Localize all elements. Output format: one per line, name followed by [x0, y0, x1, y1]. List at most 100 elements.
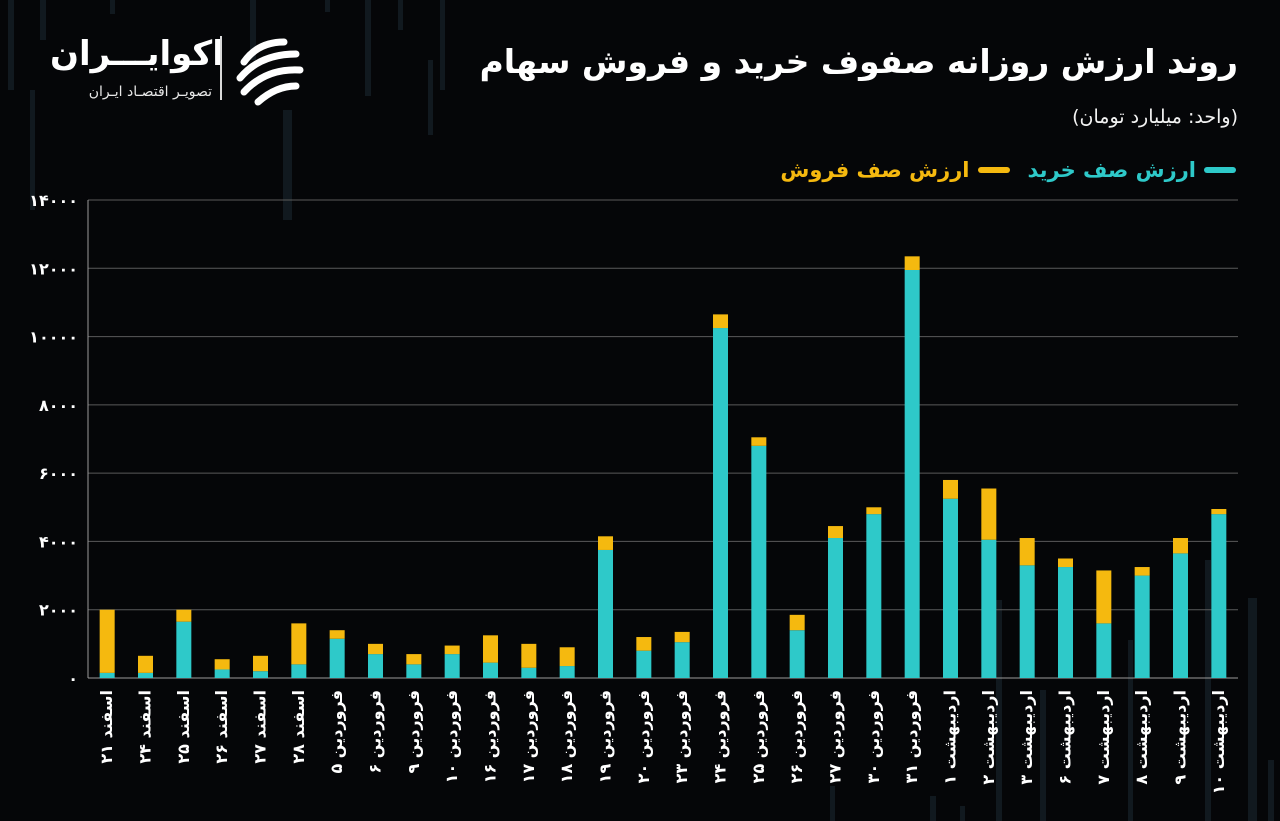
- x-tick-label: ۱۰ فروردین: [442, 690, 461, 783]
- y-tick-label: ۲۰۰۰: [39, 601, 78, 620]
- y-tick-label: ۸۰۰۰: [39, 396, 78, 415]
- bar-sell: [1058, 558, 1073, 568]
- bar-buy: [1173, 553, 1188, 678]
- x-tick-label: ۵ فروردین: [327, 690, 346, 774]
- x-tick-label: ۹ اردیبهشت: [1171, 690, 1190, 785]
- bar-sell: [368, 643, 383, 655]
- bar-sell: [253, 655, 268, 672]
- bar-buy: [559, 666, 575, 678]
- x-tick-label: ۱۹ فروردین: [596, 690, 615, 783]
- brand-name: اکوایـــران: [50, 34, 224, 74]
- y-tick-label: ۴۰۰۰: [39, 532, 78, 551]
- x-tick-label: ۶ اردیبهشت: [1056, 690, 1075, 785]
- bar-buy: [866, 514, 882, 678]
- bar-buy: [828, 538, 843, 678]
- bar-sell: [176, 609, 192, 622]
- x-tick-label: ۲۵ فروردین: [749, 690, 768, 783]
- bar-buy: [368, 654, 383, 678]
- bar-sell: [138, 655, 153, 673]
- bar-buy: [1058, 567, 1073, 678]
- legend-label-buy: ارزش صف خرید: [1027, 158, 1197, 182]
- x-tick-label: ۷ اردیبهشت: [1094, 690, 1113, 785]
- bar-buy: [674, 642, 690, 678]
- bar-buy: [1134, 575, 1150, 678]
- bar-buy: [483, 662, 498, 678]
- bar-buy: [904, 269, 920, 678]
- x-tick-label: ۲۴ اسفند: [136, 690, 155, 764]
- bar-sell: [1134, 567, 1150, 576]
- bar-sell: [483, 635, 498, 663]
- x-tick-label: ۹ فروردین: [404, 690, 423, 774]
- x-tick-label: ۸ اردیبهشت: [1132, 690, 1151, 785]
- bar-buy: [176, 621, 192, 678]
- x-tick-label: ۲۶ فروردین: [787, 690, 806, 783]
- bar-sell: [636, 637, 652, 651]
- brand-logo-icon: [236, 38, 304, 106]
- bar-buy: [1096, 623, 1112, 678]
- bar-buy: [521, 667, 537, 678]
- bar-buy: [713, 328, 728, 678]
- bar-buy: [406, 664, 422, 678]
- bar-sell: [713, 314, 728, 329]
- bar-sell: [943, 479, 958, 499]
- x-tick-label: ۲۰ فروردین: [634, 690, 653, 783]
- x-tick-label: ۲۷ فروردین: [826, 690, 845, 783]
- bar-buy: [598, 549, 613, 678]
- bar-sell: [559, 647, 575, 667]
- legend-item-sell: ارزش صف فروش: [780, 158, 1010, 182]
- y-tick-label: ۰: [68, 669, 78, 688]
- bar-buy: [1019, 565, 1035, 678]
- bar-buy: [636, 650, 652, 678]
- x-tick-label: ۳ اردیبهشت: [1017, 690, 1036, 785]
- bar-sell: [789, 614, 805, 631]
- bar-buy: [444, 654, 460, 678]
- bar-sell: [598, 536, 613, 550]
- bar-sell: [329, 630, 345, 639]
- x-tick-label: ۲۱ اسفند: [97, 690, 116, 764]
- x-tick-label: ۱۸ فروردین: [557, 690, 576, 783]
- x-tick-label: ۲۵ اسفند: [174, 690, 193, 764]
- legend-label-sell: ارزش صف فروش: [780, 158, 970, 182]
- bar-buy: [981, 539, 997, 678]
- bar-sell: [866, 507, 882, 515]
- y-tick-label: ۱۴۰۰۰: [29, 191, 78, 210]
- y-tick-label: ۶۰۰۰: [39, 464, 78, 483]
- x-tick-label: ۲۷ اسفند: [251, 690, 270, 764]
- bar-sell: [1019, 538, 1035, 566]
- chart-unit: (واحد: میلیارد تومان): [1072, 106, 1238, 128]
- bar-buy: [291, 664, 307, 678]
- bar-sell: [674, 631, 690, 643]
- bar-buy: [789, 630, 805, 678]
- bar-sell: [828, 526, 843, 539]
- bar-sell: [406, 654, 422, 665]
- bar-sell: [291, 623, 307, 665]
- x-tick-label: ۳۱ فروردین: [902, 690, 921, 783]
- bar-sell: [904, 256, 920, 270]
- bar-buy: [214, 669, 230, 678]
- bar-sell: [214, 659, 230, 670]
- x-tick-label: ۱۶ فروردین: [481, 690, 500, 783]
- y-tick-label: ۱۰۰۰۰: [29, 328, 78, 347]
- bar-sell: [1096, 570, 1112, 624]
- bar-sell: [1173, 538, 1188, 554]
- brand: اکوایـــران تصویـر اقتصـاد ایـران: [50, 32, 310, 112]
- bar-buy: [99, 672, 115, 678]
- legend-swatch-buy: [1204, 167, 1236, 173]
- x-tick-label: ۱ اردیبهشت: [941, 690, 960, 785]
- bar-buy: [329, 638, 345, 678]
- x-tick-label: ۳۰ فروردین: [864, 690, 883, 783]
- x-tick-label: ۱۷ فروردین: [519, 690, 538, 783]
- x-tick-label: ۲ اردیبهشت: [979, 690, 998, 785]
- bar-buy: [1211, 514, 1227, 678]
- x-tick-label: ۲۶ اسفند: [212, 690, 231, 764]
- x-tick-label: ۶ فروردین: [366, 690, 385, 774]
- bar-buy: [253, 671, 268, 678]
- y-tick-label: ۱۲۰۰۰: [29, 259, 78, 278]
- brand-tagline: تصویـر اقتصـاد ایـران: [88, 84, 212, 100]
- bar-sell: [981, 488, 997, 540]
- x-tick-label: ۲۳ فروردین: [672, 690, 691, 783]
- bar-buy: [751, 445, 767, 678]
- legend-swatch-sell: [977, 167, 1010, 173]
- bar-sell: [99, 609, 115, 673]
